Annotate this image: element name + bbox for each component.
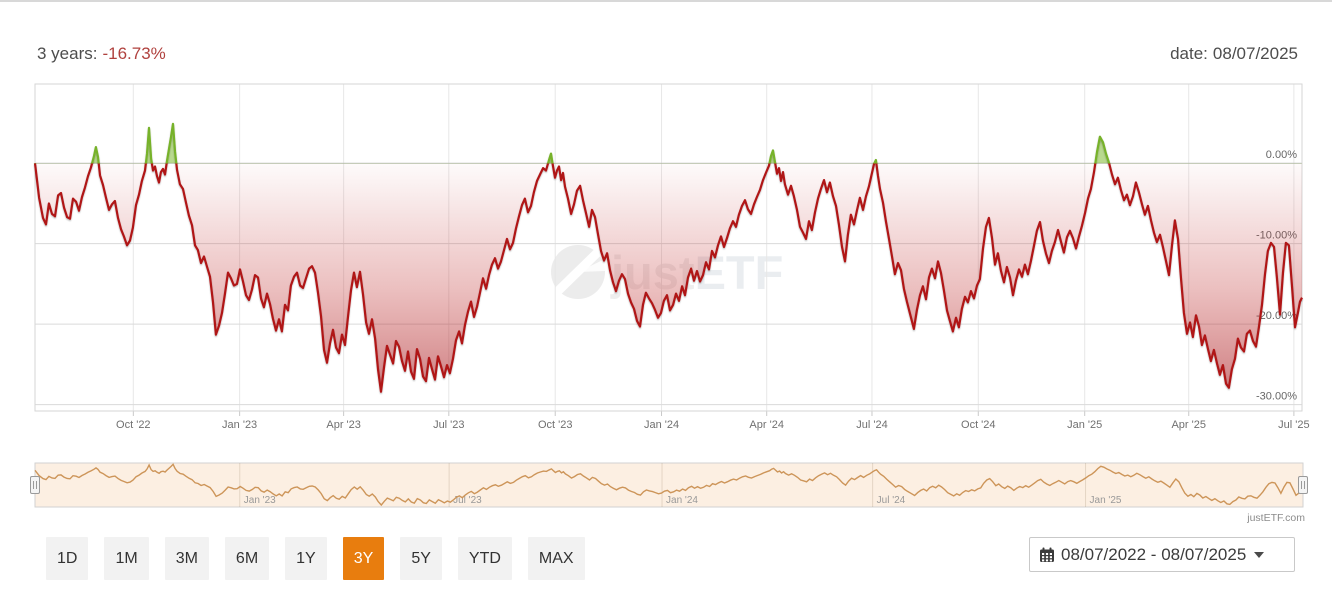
x-axis-label: Apr '25: [1171, 419, 1206, 431]
navigator-axis-label: Jul '24: [877, 495, 906, 506]
x-axis-label: Jul '23: [433, 419, 464, 431]
range-button-1d[interactable]: 1D: [46, 537, 89, 580]
navigator-axis-label: Jul '23: [453, 495, 482, 506]
date-range-value: 08/07/2022 - 08/07/2025: [1061, 544, 1247, 564]
performance-series: [33, 122, 1303, 393]
date-range-picker[interactable]: 08/07/2022 - 08/07/2025: [1029, 537, 1295, 572]
range-button-5y[interactable]: 5Y: [400, 537, 442, 580]
x-axis-label: Jul '24: [856, 419, 887, 431]
range-button-max[interactable]: MAX: [527, 537, 585, 580]
range-button-ytd[interactable]: YTD: [457, 537, 512, 580]
x-axis-label: Jul '25: [1278, 419, 1309, 431]
y-axis-label: -30.00%: [1256, 391, 1297, 403]
navigator-axis-label: Jan '23: [244, 495, 276, 506]
chevron-down-icon: [1254, 551, 1265, 558]
justetf-credit: justETF.com: [1246, 512, 1305, 524]
range-button-3y[interactable]: 3Y: [342, 537, 385, 580]
navigator-handle-right[interactable]: [1298, 476, 1308, 494]
panel-top-divider: [0, 0, 1332, 2]
x-axis-label: Jan '25: [1067, 419, 1102, 431]
range-button-3m[interactable]: 3M: [164, 537, 209, 580]
x-axis-label: Jan '23: [222, 419, 257, 431]
x-axis-label: Oct '22: [116, 419, 151, 431]
calendar-icon: [1039, 547, 1055, 563]
range-value: -16.73%: [102, 44, 166, 63]
x-axis-label: Oct '24: [961, 419, 996, 431]
range-button-1m[interactable]: 1M: [104, 537, 149, 580]
navigator-handle-left[interactable]: [30, 476, 40, 494]
chart-navigator[interactable]: Jan '23 Jul '23 Jan '24 Jul '24 Jan '25: [30, 462, 1308, 508]
range-button-bar: 1D 1M 3M 6M 1Y 3Y 5Y YTD MAX: [46, 537, 585, 580]
range-button-1y[interactable]: 1Y: [285, 537, 327, 580]
navigator-series-line: [34, 463, 1304, 507]
date-label: date:: [1170, 44, 1208, 63]
x-axis-label: Apr '23: [326, 419, 361, 431]
range-button-6m[interactable]: 6M: [224, 537, 270, 580]
series-line-negative: [33, 162, 1303, 393]
navigator-axis-label: Jan '24: [666, 495, 698, 506]
x-axis-label: Oct '23: [538, 419, 573, 431]
range-label: 3 years:: [37, 44, 98, 63]
y-axis-label: -20.00%: [1256, 310, 1297, 322]
navigator-axis-label: Jan '25: [1090, 495, 1122, 506]
performance-summary: 3 years: -16.73%: [37, 44, 166, 64]
date-value: 08/07/2025: [1212, 44, 1298, 63]
as-of-date: date: 08/07/2025: [1170, 44, 1298, 64]
x-axis-label: Apr '24: [749, 419, 784, 431]
x-axis-label: Jan '24: [644, 419, 679, 431]
y-axis-label: 0.00%: [1266, 149, 1297, 161]
